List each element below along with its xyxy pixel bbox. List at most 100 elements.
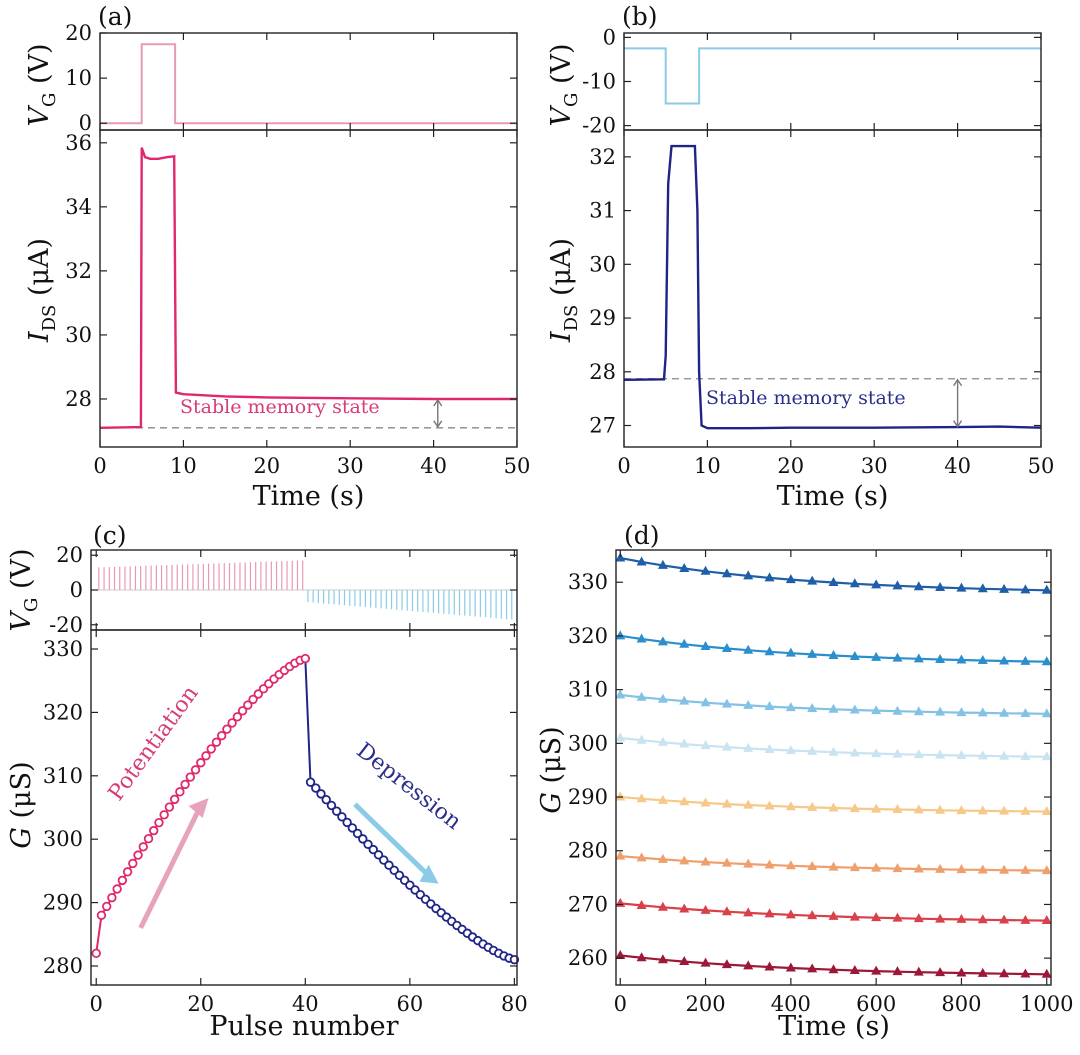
panel-d-ytick-label: 310 <box>568 678 608 702</box>
panel-a-top-ytick-label: 0 <box>79 111 92 135</box>
panel-d-series-4-marker <box>956 750 967 760</box>
panel-c-potentiation-point <box>159 810 169 820</box>
panel-d-series-5-marker <box>785 801 796 811</box>
panel-c-top-ylabel-symbol: V <box>6 610 37 632</box>
panel-c-potentiation-point <box>206 744 216 754</box>
panel-d-series-8-marker <box>764 961 775 971</box>
panel-d-series-7-marker <box>657 901 668 911</box>
panel-c-top-ylabel: VG (V) <box>6 548 42 631</box>
panel-b-vg-line <box>624 47 1041 105</box>
panel-d-series-6-marker <box>913 863 924 873</box>
panel-d-series-3-marker <box>871 705 882 715</box>
panel-d-series-1-marker <box>657 559 668 569</box>
panel-d-xtick-label: 400 <box>771 992 811 1016</box>
panel-d-series-6-marker <box>956 864 967 874</box>
panel-a-vg-line <box>100 43 517 125</box>
panel-c-potentiation-point <box>112 884 122 894</box>
panel-a-bottom-xtick-label: 20 <box>253 454 280 478</box>
panel-d-series-4-marker <box>785 745 796 755</box>
panel-a-top-ylabel-subscript: G <box>39 93 60 107</box>
panel-d-series-3-marker <box>892 705 903 715</box>
panel-b-top-ylabel: VG (V) <box>546 43 582 126</box>
panel-d-series-3-marker <box>849 704 860 714</box>
panel-c-potentiation-point <box>128 858 138 869</box>
panel-d-series-5-marker <box>828 802 839 812</box>
panel-d-frame <box>615 549 1052 986</box>
panel-d-ylabel-unit: (μS) <box>536 726 567 792</box>
panel-c-potentiation-point <box>216 730 227 741</box>
panel-b-bottom-frame <box>623 129 1042 448</box>
panel-c-top-ytick-label: -20 <box>49 613 83 637</box>
panel-b-annotation-arrowhead-up <box>953 378 963 387</box>
panel-d-ytick-label: 270 <box>568 892 608 916</box>
panel-d-series-1-marker <box>956 582 967 592</box>
panel-a-xlabel: Time (s) <box>253 481 365 512</box>
panel-b-bottom-ylabel-unit: (μA) <box>546 238 577 305</box>
panel-d-series-2-marker <box>977 655 988 665</box>
panel-d-series-5-marker <box>721 798 732 808</box>
panel-d-series-3-marker <box>657 693 668 703</box>
panel-d-series-1-marker <box>721 568 732 578</box>
panel-d-series-5-marker <box>764 800 775 810</box>
panel-c-depression-point <box>363 839 373 849</box>
panel-c-potentiation-point <box>154 817 164 828</box>
panel-d-series-7-marker <box>871 912 882 922</box>
panel-d-series-6-marker <box>700 856 711 866</box>
panel-d-series-4-marker <box>743 742 754 752</box>
panel-d-series-8-marker <box>700 957 711 967</box>
panel-c-potentiation-point <box>227 718 237 728</box>
panel-c-depression-point <box>342 817 352 828</box>
panel-d-series-8-marker <box>657 954 668 964</box>
panel-b-annotation-text: Stable memory state <box>706 387 906 409</box>
panel-d-series-3-marker <box>636 691 647 701</box>
panel-b-top-ylabel-unit: (V) <box>546 43 577 92</box>
panel-a-bottom-ytick-label: 28 <box>65 387 92 411</box>
panel-d-series-3-marker <box>977 707 988 717</box>
panel-d-series-7-marker <box>1020 914 1031 924</box>
panel-d-series-4-marker <box>657 736 668 746</box>
panel-c-potentiation-point <box>190 765 201 775</box>
panel-c-potentiation-point <box>196 758 206 768</box>
panel-d-series-7-marker <box>1041 915 1052 925</box>
panel-d-series-6-marker <box>807 861 818 871</box>
panel-a-bottom-xtick-label: 40 <box>420 454 447 478</box>
panel-d-series-2-marker <box>721 642 732 652</box>
panel-d-series-5-marker <box>679 796 690 806</box>
panel-d-series-2-marker <box>1041 656 1052 666</box>
panel-a-bottom-xtick-label: 10 <box>170 454 197 478</box>
panel-d-series-2-marker <box>913 653 924 663</box>
panel-d-series-5-marker <box>807 801 818 811</box>
panel-c-potentiation-point <box>101 901 112 912</box>
panel-d-series-8-marker <box>828 964 839 974</box>
panel-d-series-4-marker <box>615 732 626 742</box>
panel-d-series-4-marker <box>977 750 988 760</box>
panel-d-ytick-label: 260 <box>568 946 608 970</box>
panel-a-bottom-ylabel-subscript: DS <box>39 305 60 332</box>
panel-d-series-8-marker <box>743 960 754 970</box>
panel-b-bottom-ylabel-subscript: DS <box>561 305 582 332</box>
panel-d-series-3-marker <box>785 702 796 712</box>
panel-b-bottom-ytick-label: 29 <box>589 306 616 330</box>
panel-d-series-5-marker <box>849 803 860 813</box>
panel-c-potentiation-point <box>237 706 248 716</box>
panel-d-series-6-marker <box>828 861 839 871</box>
panel-d-series-8-marker <box>1041 968 1052 978</box>
panel-c-bottom-ytick-label: 320 <box>43 700 83 724</box>
panel-c-potentiation-point <box>133 850 143 860</box>
panel-d-ytick-label: 290 <box>568 785 608 809</box>
panel-c-potentiation-point <box>175 787 185 797</box>
panel-d-series-1-marker <box>764 572 775 582</box>
panel-d-series-2-marker <box>636 633 647 643</box>
panel-c-depression-point <box>316 789 326 799</box>
panel-b-bottom-xtick-label: 30 <box>861 454 888 478</box>
panel-d-series-4-marker <box>892 748 903 758</box>
panel-c-potentiation-point <box>149 825 159 836</box>
panel-d-xtick-label: 1000 <box>1020 992 1073 1016</box>
panel-d-series-6-marker <box>1041 865 1052 875</box>
panel-c-potentiation-point <box>138 842 148 852</box>
panel-d-series-5-marker <box>657 794 668 804</box>
panel-d-series-3-marker <box>764 701 775 711</box>
panel-d-series-6-marker <box>849 862 860 872</box>
panel-d-series-4-marker <box>807 745 818 755</box>
panel-c-bottom-ytick-label: 330 <box>43 637 83 661</box>
